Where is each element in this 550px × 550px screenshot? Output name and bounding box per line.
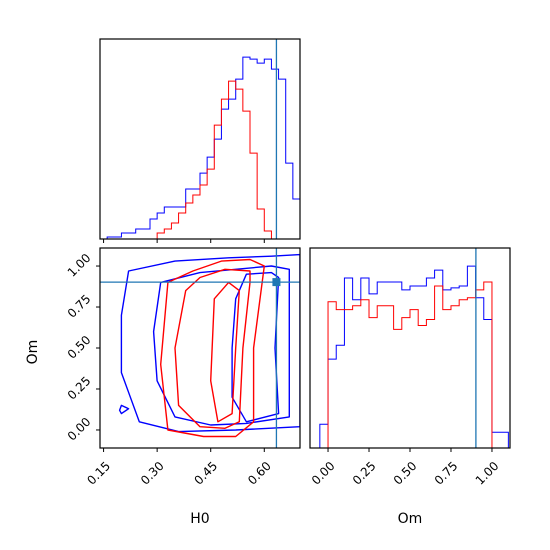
contour-blue-level-3 — [118, 404, 130, 415]
contour-y-tick-label-2: 0.50 — [65, 333, 94, 362]
contour-red-level-2 — [209, 281, 241, 423]
contour-truth-marker — [272, 278, 281, 287]
contour-x-tick-label-0: 0.15 — [84, 459, 113, 488]
contour-x-tick-label-1: 0.30 — [138, 459, 167, 488]
om-histogram-x-tick-labels: 0.00 0.25 0.50 0.75 1.00 — [309, 459, 502, 488]
contour-y-tick-label-0: 0.00 — [65, 415, 94, 444]
om-histogram-frame — [309, 247, 511, 449]
contour-x-tick-labels: 0.15 0.30 0.45 0.60 — [84, 459, 274, 488]
om-hist-x-tick-label-2: 0.50 — [391, 459, 420, 488]
contour-plot-area — [100, 248, 300, 448]
contour-red-level-0 — [159, 258, 265, 438]
contour-y-tick-label-1: 0.25 — [65, 374, 94, 403]
om-histogram-tick-marks — [327, 448, 493, 452]
x-axis-label-h0: H0 — [190, 511, 209, 527]
h0-hist-series-blue-step — [100, 56, 301, 240]
h0-hist-series-red-step — [156, 80, 300, 240]
h0-histogram-frame — [99, 38, 301, 240]
h0-histogram-panel — [99, 38, 301, 243]
h0-om-contour-panel: 0.15 0.30 0.45 0.60 0.00 0.25 0.50 0.75 1.00 H0… — [25, 247, 301, 527]
contour-red-level-1 — [174, 268, 251, 429]
om-hist-x-tick-label-4: 1.00 — [473, 459, 502, 488]
contour-tick-marks — [96, 265, 265, 452]
om-hist-x-tick-label-0: 0.00 — [309, 459, 338, 488]
om-histogram-panel: 0.00 0.25 0.50 0.75 1.00 Om — [309, 247, 511, 527]
contour-blue-level-0 — [120, 253, 300, 433]
h0-histogram-plot-area — [100, 39, 301, 240]
om-hist-x-tick-label-1: 0.25 — [350, 459, 379, 488]
contour-blue-level-2 — [231, 271, 280, 423]
contour-y-tick-label-3: 0.75 — [65, 292, 94, 321]
om-histogram-plot-area — [311, 248, 509, 449]
h0-histogram-tick-marks — [103, 239, 265, 243]
contour-lines — [118, 253, 300, 438]
contour-y-tick-labels: 0.00 0.25 0.50 0.75 1.00 — [65, 251, 94, 444]
om-hist-series-red-step — [327, 281, 509, 449]
om-hist-x-tick-label-3: 0.75 — [432, 459, 461, 488]
x-axis-label-om: Om — [398, 511, 423, 527]
y-axis-label-om: Om — [25, 340, 41, 365]
contour-y-tick-label-4: 1.00 — [65, 251, 94, 280]
contour-x-tick-label-3: 0.60 — [245, 459, 274, 488]
contour-x-tick-label-2: 0.45 — [191, 459, 220, 488]
om-hist-series-blue-step — [311, 265, 509, 449]
